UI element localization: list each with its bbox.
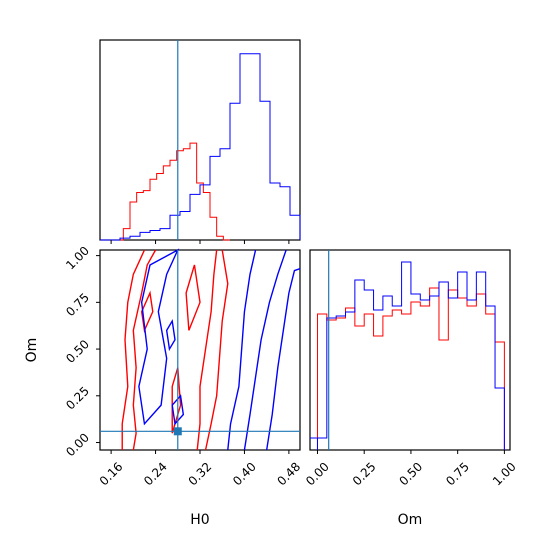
contour-red-island-3	[140, 290, 154, 333]
contour-ytick-label-0: 0.00	[63, 431, 92, 460]
x-axis-label-h0: H0	[190, 512, 209, 528]
om-hist-series-red	[316, 287, 505, 450]
contour-ytick-label-3: 0.75	[63, 290, 92, 319]
y-axis-label-om: Om	[24, 338, 40, 363]
h0-hist-series-red	[116, 142, 230, 241]
om-xtick-label-1: 0.25	[350, 460, 379, 489]
x-axis-label-om: Om	[398, 512, 423, 528]
contour-truth-marker	[173, 427, 182, 436]
contour-xtick-label-0: 0.16	[97, 460, 126, 489]
om-xtick-label-3: 0.75	[443, 460, 472, 489]
om-xtick-label-4: 1.00	[490, 460, 519, 489]
h0-hist-series-blue	[100, 53, 301, 241]
contour-ytick-label-1: 0.25	[63, 384, 92, 413]
contour-blue-left-edge	[227, 249, 257, 451]
contour-xtick-label-1: 0.24	[141, 460, 170, 489]
om-hist-series-blue	[316, 261, 505, 450]
contour-red-outer-right	[196, 249, 218, 451]
contour-blue-mid	[243, 249, 287, 451]
contour-red-inner-right	[204, 249, 229, 451]
contour-red-inner-left	[132, 249, 157, 451]
panel-om-hist	[309, 249, 511, 451]
contour-blue-island-1	[171, 394, 185, 426]
om-xtick-label-2: 0.50	[397, 460, 426, 489]
contour-ytick-label-2: 0.50	[63, 337, 92, 366]
contour-blue-island-2	[165, 318, 176, 352]
contour-xtick-label-4: 0.48	[274, 460, 303, 489]
contour-blue-right-edge	[265, 268, 301, 451]
contour-xtick-label-3: 0.40	[230, 460, 259, 489]
contour-red-outer-left	[121, 249, 146, 450]
contour-ytick-label-4: 1.00	[63, 244, 92, 273]
contour-xtick-label-2: 0.32	[186, 460, 215, 489]
om-xtick-label-0: 0.00	[303, 460, 332, 489]
contour-red-island-2	[185, 264, 201, 331]
